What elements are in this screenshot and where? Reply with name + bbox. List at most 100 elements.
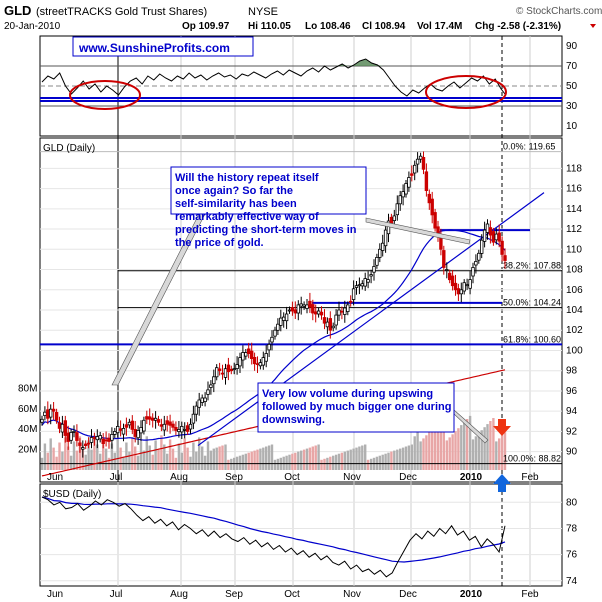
fib-level-label: 61.8%: 100.60 [503,334,561,344]
usd-tick-label: 76 [566,550,578,561]
candle-body [471,267,475,277]
volume-bar [110,443,114,470]
price-tick-label: 92 [566,426,578,437]
volume-bar [256,449,259,470]
candle-body [316,310,321,315]
candle-body [116,425,120,434]
blue-up-arrow-icon [493,474,511,492]
volume-bar [407,445,411,470]
volume-bar [198,437,201,470]
volume-bar [332,455,335,470]
candle-body [75,432,79,441]
candle-body [60,423,65,433]
volume-bar [43,443,47,470]
candle-body [500,240,504,255]
candle-body [293,309,297,314]
volume-bar [337,453,341,470]
candle-body [147,416,152,420]
candle-body [389,216,394,224]
volume-bar [294,452,297,470]
candle-body [130,420,134,430]
candle-body [220,372,225,375]
security-name: (streetTRACKS Gold Trust Shares) [36,6,207,18]
volume-bar [486,424,489,470]
volume-bar [457,428,460,470]
annotation-box-top [170,166,367,215]
volume-bar [180,452,183,470]
candle-body [497,232,501,242]
candle-body [418,155,423,160]
candle-body [107,437,111,442]
candle-body [238,357,242,367]
volume-bar [314,445,317,470]
volume-bar [404,446,408,470]
candle-body [401,191,405,198]
rsi-highlight-ellipse-left [69,80,141,110]
volume-bar [460,425,463,470]
candle-body [258,362,263,367]
candle-body [430,198,434,216]
volume-bar [78,436,82,470]
volume-bar [483,427,486,470]
high-value: Hi 110.05 [248,21,291,32]
annotation-line: self-similarity has been [175,198,297,210]
symbol: GLD [4,3,31,18]
candle-body [244,352,248,357]
volume-bar [442,417,445,470]
volume-bar [399,448,402,470]
volume-bar [148,445,151,470]
volume-bar [119,447,122,470]
rsi-tick-label: 10 [566,121,578,132]
volume-bar [343,451,346,470]
candle-body [363,278,367,287]
price-panel-title: GLD (Daily) [43,143,95,154]
volume-bar [352,448,355,470]
volume-bar [366,459,370,470]
volume-bar [67,446,70,470]
volume-bar [212,448,215,470]
candle-body [308,300,312,308]
volume-bar [413,436,416,470]
candle-body [92,437,97,439]
annotation-text-top: Will the history repeat itself once again… [175,172,357,249]
volume-bar [177,443,181,470]
candle-body [453,282,458,291]
candle-body [235,364,239,370]
candle-body [232,368,236,371]
candle-body [380,242,385,251]
down-arrow-icon [590,24,596,28]
usd-tick-label: 78 [566,523,578,534]
volume-bar [203,455,207,470]
candle-body [113,430,117,435]
candle-body [319,311,324,316]
rsi-highlight-ellipse-right [425,75,507,109]
volume-bar [244,453,247,470]
candle-body [241,352,245,361]
volume-bar [500,435,504,470]
fib-level-label: 50.0%: 104.24 [503,298,561,308]
candle-body [229,368,233,372]
volume-bar [297,451,300,470]
candle-body [337,309,341,316]
candle-body [197,399,201,408]
volume-bar [291,453,294,470]
volume-bar [72,441,76,470]
price-x-tick-label: 2010 [460,472,483,483]
candle-body [46,409,50,419]
volume-bar [270,444,274,470]
annotation-text-volume: Very low volume during upswing followed b… [262,388,451,426]
candle-body [200,397,204,403]
volume-bar [201,446,204,470]
price-tick-label: 90 [566,447,578,458]
volume-bar [192,442,195,470]
rsi-layer: 10 30 50 70 90 [40,41,578,132]
usd-x-tick-label: Feb [521,589,539,600]
volume-bar [436,423,440,470]
volume-bar [451,434,454,470]
candle-body [255,363,260,366]
candle-body [150,417,155,421]
candle-body [121,427,126,435]
volume-bar [288,454,291,470]
annotation-line: Very low volume during upswing [262,388,433,400]
candle-body [340,310,344,313]
